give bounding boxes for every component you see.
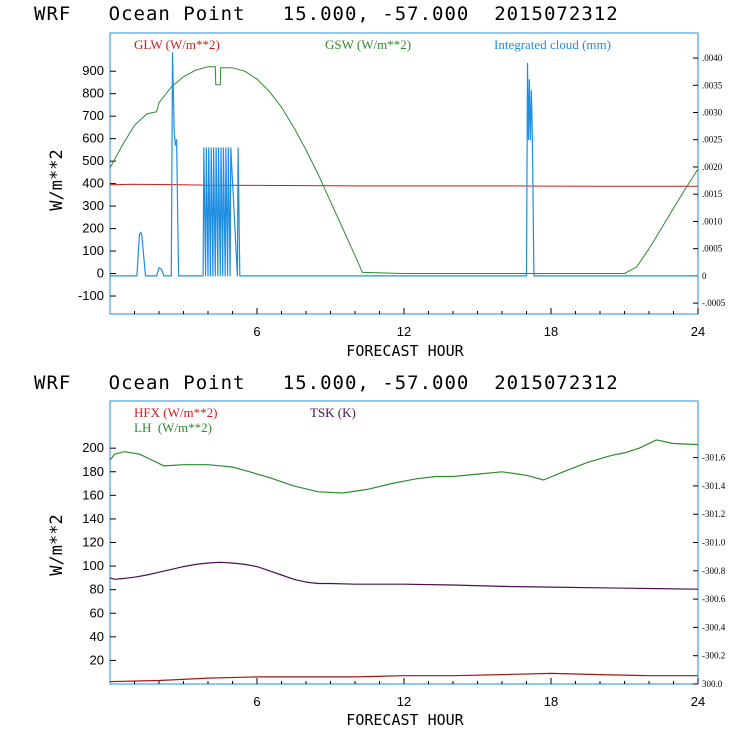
panel2-y-tick-label: 20 [90, 652, 104, 667]
panel1-title: WRF Ocean Point 15.000, -57.000 20150723… [34, 3, 619, 25]
panel1-y-tick-label: 600 [82, 131, 104, 146]
panel1-y-tick-label: 500 [82, 153, 104, 168]
panel1-right-tick-label: .0030 [702, 108, 723, 118]
panel2-y-tick-label: 120 [82, 535, 104, 550]
panel2-y-tick-label: 180 [82, 464, 104, 479]
panel2-x-tick-label: 18 [544, 694, 558, 709]
panel2-y-tick-label: 80 [90, 582, 104, 597]
panel2-right-tick-label: -300.8 [702, 566, 726, 576]
panel1-y-tick-label: 800 [82, 86, 104, 101]
panel2-right-tick-label: -300.4 [702, 622, 726, 632]
panel1-plot-frame [109, 32, 699, 315]
panel1-x-axis-label: FORECAST HOUR [346, 342, 464, 360]
panel1-right-tick-label: .0010 [702, 216, 723, 226]
panel2-right-tick-label: -301.6 [702, 453, 726, 463]
panel2-right-tick-label: -300.6 [702, 594, 726, 604]
panel2-y-tick-label: 40 [90, 629, 104, 644]
panel1-y-axis-label: W/m**2 [47, 149, 67, 210]
panel2-right-tick-label: 300.0 [702, 679, 723, 689]
panel1-x-tick-label: 12 [397, 324, 411, 339]
panel2-y-axis-label: W/m**2 [47, 514, 67, 575]
panel1-y-tick-label: 300 [82, 198, 104, 213]
panel2-x-axis-label: FORECAST HOUR [346, 711, 464, 729]
panel1-y-tick-label: 0 [97, 266, 104, 281]
panel1-x-tick-label: 18 [544, 324, 558, 339]
panel2-right-tick-label: -301.0 [702, 538, 726, 548]
panel2-y-tick-label: 60 [90, 605, 104, 620]
panel1-series-integrated-cloud [110, 51, 698, 277]
panel1-y-tick-label: 100 [82, 243, 104, 258]
panel1-legend-gsw: GSW (W/m**2) [325, 37, 411, 52]
panel1-y-tick-label: 400 [82, 176, 104, 191]
panel2-x-tick-label: 12 [397, 694, 411, 709]
panel2-legend-lh: LH (W/m**2) [134, 420, 212, 435]
panel1-right-tick-label: .0035 [702, 80, 723, 90]
panel2-right-tick-label: -300.2 [702, 651, 725, 661]
panel1-right-tick-label: .0020 [702, 162, 723, 172]
panel2-y-tick-label: 160 [82, 487, 104, 502]
panel1-series-gsw [109, 66, 699, 274]
panel1-right-tick-label: .0005 [702, 244, 723, 254]
panel2-right-tick-label: -301.2 [702, 509, 725, 519]
panel1-right-tick-label: .0025 [702, 135, 723, 145]
panel1-x-tick-label: 6 [253, 324, 260, 339]
panel1-series-glw [109, 183, 698, 187]
panel2-series-hfx [109, 672, 698, 683]
panel2-series-lh [109, 439, 699, 494]
panel1-x-tick-label: 24 [691, 324, 705, 339]
panel1-legend-cloud: Integrated cloud (mm) [494, 37, 611, 52]
panel1-y-tick-label: 700 [82, 108, 104, 123]
panel2-x-tick-label: 24 [691, 694, 705, 709]
panel1-right-tick-label: -.0005 [702, 298, 726, 308]
panel2-legend-hfx: HFX (W/m**2) [134, 405, 217, 420]
panel1-y-tick-label: 900 [82, 63, 104, 78]
panel1-right-tick-label: .0040 [702, 53, 723, 63]
panel2-legend-tsk: TSK (K) [310, 405, 356, 420]
panel2-y-tick-label: 200 [82, 440, 104, 455]
panel2-plot-frame [109, 400, 699, 685]
panel2-y-tick-label: 100 [82, 558, 104, 573]
panel1-y-tick-label: -100 [78, 288, 104, 303]
panel1-right-tick-label: .0015 [702, 189, 723, 199]
panel2-x-tick-label: 6 [253, 694, 260, 709]
panel2-title: WRF Ocean Point 15.000, -57.000 20150723… [34, 372, 619, 394]
panel2-series-tsk [109, 561, 699, 590]
panel1-y-tick-label: 200 [82, 221, 104, 236]
panel1-legend-glw: GLW (W/m**2) [134, 37, 220, 52]
panel2-right-tick-label: -301.4 [702, 481, 726, 491]
panel2-y-tick-label: 140 [82, 511, 104, 526]
panel1-right-tick-label: 0 [702, 271, 707, 281]
